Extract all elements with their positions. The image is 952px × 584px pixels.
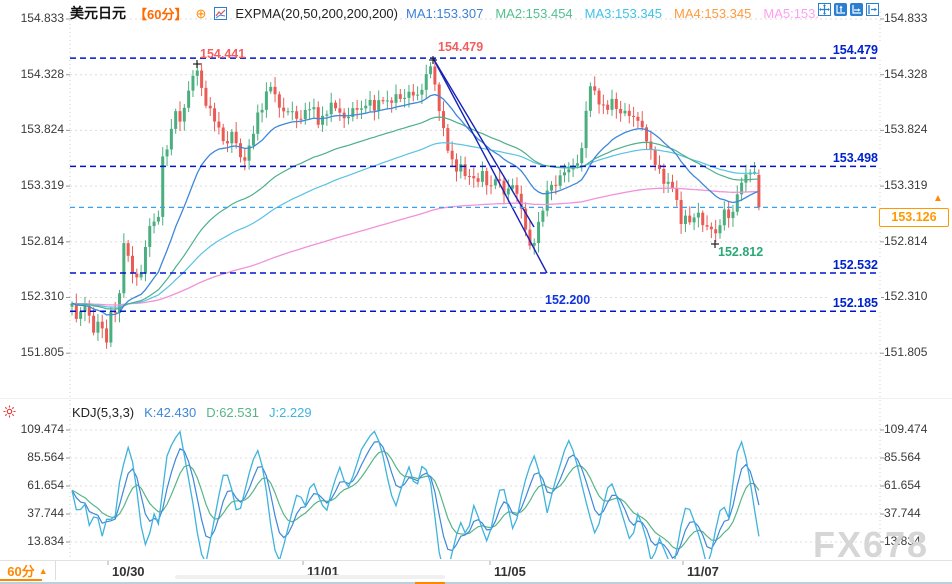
current-price-box: 153.126 bbox=[879, 208, 949, 227]
kdj-axis-label-left: 85.564 bbox=[27, 450, 64, 464]
ma-value-label: MA2:153.454 bbox=[495, 5, 573, 21]
ma-value-label: MA4:153.345 bbox=[674, 5, 752, 21]
swing-high-label-1: 154.441 bbox=[200, 47, 246, 61]
timeframe-underline bbox=[0, 579, 42, 581]
price-axis-label-left: 152.310 bbox=[20, 289, 64, 304]
kdj-axis-label-right: 85.564 bbox=[884, 450, 921, 464]
swing-low-label: 152.812 bbox=[718, 245, 764, 259]
chart-header: 美元日元 【60分】 ⊕ EXPMA(20,50,200,200,200) MA… bbox=[70, 3, 819, 23]
zoom-y-axis-icon[interactable] bbox=[834, 3, 847, 16]
ma-value-label: MA3:153.345 bbox=[584, 5, 663, 21]
indicator-label: EXPMA(20,50,200,200,200) bbox=[235, 5, 398, 21]
ma-value-label: MA1:153.307 bbox=[405, 5, 484, 21]
kdj-title: KDJ(5,3,3) bbox=[72, 405, 135, 420]
price-axis-label-left: 151.805 bbox=[20, 345, 64, 360]
chart-toolbar bbox=[818, 3, 879, 16]
collapse-panel-icon[interactable] bbox=[866, 3, 879, 16]
kdj-j-value: J:2.229 bbox=[268, 405, 312, 420]
kdj-axis-label-right: 13.834 bbox=[884, 534, 921, 548]
price-axis-label-right: 154.833 bbox=[884, 11, 928, 25]
pan-icon[interactable] bbox=[818, 3, 831, 16]
watermark: FX678 bbox=[813, 524, 930, 565]
kdj-d-value: D:62.531 bbox=[206, 405, 259, 420]
pane-separator bbox=[0, 398, 952, 399]
timeframe-selector[interactable]: 60分 ▲ bbox=[0, 561, 56, 580]
swing-high-label-2: 154.479 bbox=[438, 40, 484, 54]
symbol-name: 美元日元 bbox=[70, 5, 126, 21]
ma-value-label: MA5:153. bbox=[763, 5, 820, 21]
price-axis-label-left: 153.824 bbox=[20, 122, 64, 137]
chart-type-icon[interactable] bbox=[214, 6, 228, 20]
timeframe-label: 【60分】 bbox=[134, 6, 188, 22]
price-axis-label-left: 154.328 bbox=[20, 66, 64, 81]
kdj-k-value: K:42.430 bbox=[144, 405, 197, 420]
ma-values: MA1:153.307 MA2:153.454 MA3:153.345 MA4:153… bbox=[406, 6, 819, 21]
kdj-axis-label-left: 61.654 bbox=[27, 478, 64, 492]
dropdown-arrow-icon: ▲ bbox=[38, 565, 48, 576]
price-axis-label-right: 153.824 bbox=[884, 122, 928, 137]
date-label: 10/30 bbox=[112, 564, 145, 579]
scroll-position-indicator[interactable] bbox=[415, 582, 445, 584]
date-label: 11/05 bbox=[494, 564, 526, 579]
kdj-header: KDJ(5,3,3) K:42.430 D:62.531 J:2.229 bbox=[72, 405, 312, 420]
bottom-line bbox=[0, 582, 952, 584]
price-up-arrow-icon: ▲ bbox=[933, 193, 943, 204]
timeframe-selector-label: 60分 bbox=[7, 564, 35, 579]
kdj-axis-label-right: 109.474 bbox=[884, 422, 928, 436]
price-axis-label-right: 151.805 bbox=[884, 345, 928, 360]
price-axis-label-left: 152.814 bbox=[20, 233, 64, 248]
date-label: 11/07 bbox=[687, 564, 719, 579]
price-axis-label-right: 152.814 bbox=[884, 233, 928, 248]
price-axis-label-left: 154.833 bbox=[20, 11, 64, 25]
bottom-bar-border bbox=[0, 560, 952, 561]
price-axis-label-right: 154.328 bbox=[884, 66, 928, 81]
kdj-axis-label-left: 13.834 bbox=[27, 534, 64, 548]
compare-add-icon[interactable]: ⊕ bbox=[195, 5, 207, 21]
level-price-label: 152.185 bbox=[829, 296, 881, 311]
price-axis-label-right: 152.310 bbox=[884, 289, 928, 304]
price-axis-label-left: 153.319 bbox=[20, 178, 64, 193]
indicator-settings-icon[interactable] bbox=[3, 405, 16, 418]
level-price-label: 154.479 bbox=[829, 43, 881, 58]
horizontal-scrollbar[interactable] bbox=[175, 575, 445, 579]
kdj-axis-label-right: 61.654 bbox=[884, 478, 921, 492]
kdj-axis-label-left: 109.474 bbox=[20, 422, 64, 436]
zoom-x-axis-icon[interactable] bbox=[850, 3, 863, 16]
price-axis-label-right: 153.319 bbox=[884, 178, 928, 193]
level-price-label: 153.498 bbox=[829, 151, 881, 166]
kdj-axis-label-left: 37.744 bbox=[27, 506, 64, 520]
level-price-label: 152.532 bbox=[829, 257, 881, 272]
kdj-axis-label-right: 37.744 bbox=[884, 506, 921, 520]
support-price-label: 152.200 bbox=[545, 293, 591, 307]
